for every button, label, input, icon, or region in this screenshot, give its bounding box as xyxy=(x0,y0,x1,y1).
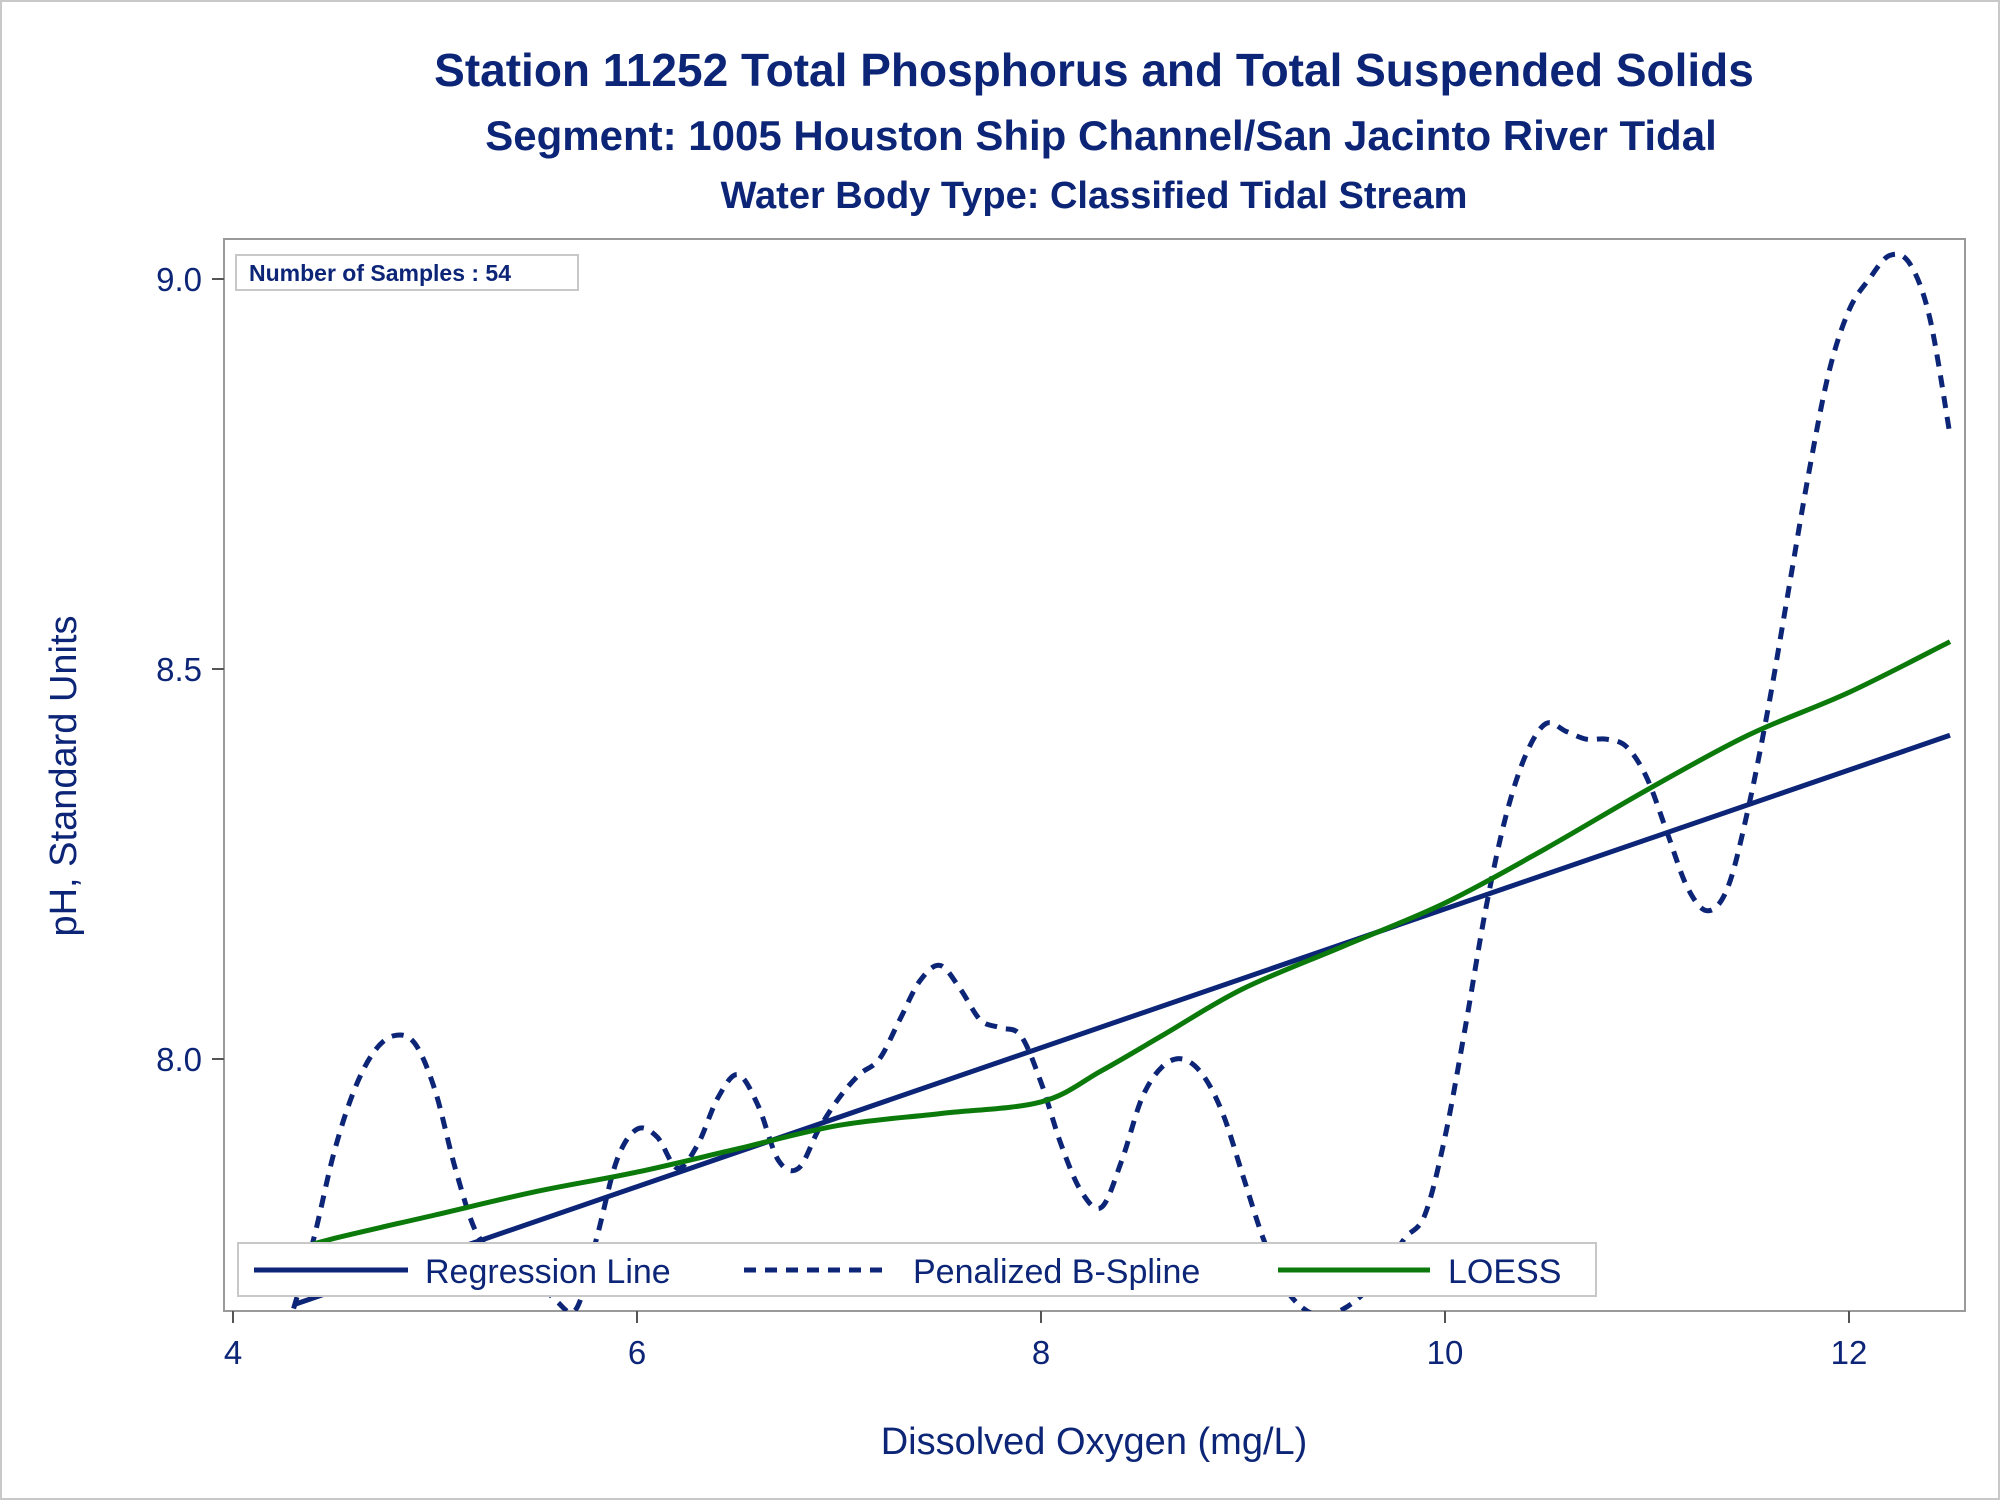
chart-title: Station 11252 Total Phosphorus and Total… xyxy=(434,44,1754,96)
y-tick-label: 8.0 xyxy=(156,1041,202,1078)
legend: Regression Line Penalized B-Spline LOESS xyxy=(237,1242,1597,1297)
x-axis-label: Dissolved Oxygen (mg/L) xyxy=(881,1421,1308,1463)
penalized-bspline-line xyxy=(291,251,1953,1311)
loess-line xyxy=(292,639,1952,1253)
x-tick-label: 12 xyxy=(1831,1334,1868,1371)
regression-line xyxy=(292,732,1951,1308)
legend-label-penalized-bspline-line: Penalized B-Spline xyxy=(913,1253,1200,1291)
y-tick-label: 9.0 xyxy=(156,261,202,298)
legend-label-loess-line: LOESS xyxy=(1448,1253,1561,1291)
chart-subtitle-segment: Segment: 1005 Houston Ship Channel/San J… xyxy=(485,112,1717,159)
plot-area: 4 6 8 10 12 8.0 8.5 9.0 xyxy=(156,238,1966,1371)
x-tick-label: 4 xyxy=(224,1334,242,1371)
legend-label-regression-line: Regression Line xyxy=(425,1253,671,1291)
samples-count-label: Number of Samples : 54 xyxy=(249,260,511,286)
samples-inset-box xyxy=(235,254,579,291)
plot-frame xyxy=(223,238,1966,1312)
chart-subtitle-waterbody: Water Body Type: Classified Tidal Stream xyxy=(721,175,1468,217)
series-group xyxy=(291,251,1953,1311)
x-tick-label: 8 xyxy=(1032,1334,1050,1371)
samples-inset: Number of Samples : 54 xyxy=(235,254,579,291)
x-tick-label: 6 xyxy=(628,1334,646,1371)
y-axis-label: pH, Standard Units xyxy=(43,615,85,936)
x-tick-label: 10 xyxy=(1427,1334,1464,1371)
y-tick-label: 8.5 xyxy=(156,651,202,688)
